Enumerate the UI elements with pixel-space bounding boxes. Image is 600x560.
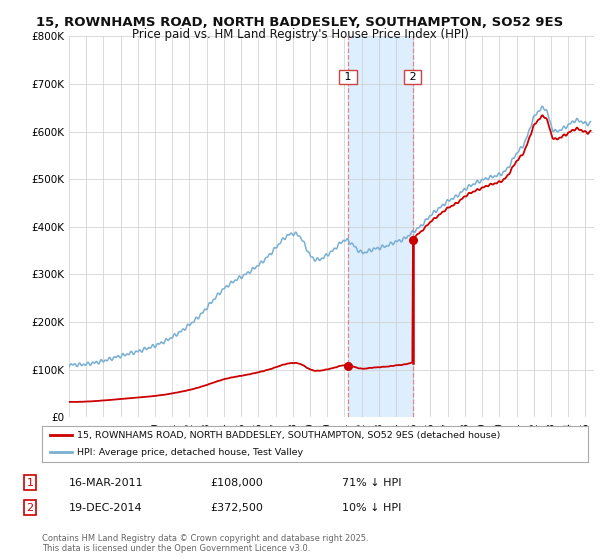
Text: £108,000: £108,000 xyxy=(210,478,263,488)
Text: 16-MAR-2011: 16-MAR-2011 xyxy=(69,478,143,488)
Text: 2: 2 xyxy=(406,72,420,82)
Text: 1: 1 xyxy=(341,72,355,82)
Text: 19-DEC-2014: 19-DEC-2014 xyxy=(69,503,143,513)
Text: 10% ↓ HPI: 10% ↓ HPI xyxy=(342,503,401,513)
Text: 71% ↓ HPI: 71% ↓ HPI xyxy=(342,478,401,488)
Text: HPI: Average price, detached house, Test Valley: HPI: Average price, detached house, Test… xyxy=(77,447,304,456)
Text: 15, ROWNHAMS ROAD, NORTH BADDESLEY, SOUTHAMPTON, SO52 9ES (detached house): 15, ROWNHAMS ROAD, NORTH BADDESLEY, SOUT… xyxy=(77,431,501,440)
Text: £372,500: £372,500 xyxy=(210,503,263,513)
Text: 15, ROWNHAMS ROAD, NORTH BADDESLEY, SOUTHAMPTON, SO52 9ES: 15, ROWNHAMS ROAD, NORTH BADDESLEY, SOUT… xyxy=(37,16,563,29)
Text: Contains HM Land Registry data © Crown copyright and database right 2025.
This d: Contains HM Land Registry data © Crown c… xyxy=(42,534,368,553)
Text: 1: 1 xyxy=(26,478,34,488)
Text: 2: 2 xyxy=(26,503,34,513)
Bar xyxy=(348,36,413,417)
Text: Price paid vs. HM Land Registry's House Price Index (HPI): Price paid vs. HM Land Registry's House … xyxy=(131,28,469,41)
